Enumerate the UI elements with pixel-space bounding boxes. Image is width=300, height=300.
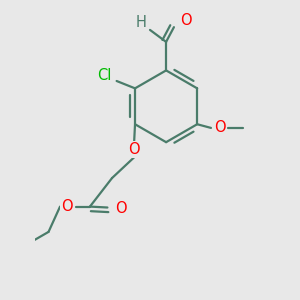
Text: O: O: [115, 201, 127, 216]
Text: O: O: [214, 120, 226, 135]
Text: O: O: [180, 13, 192, 28]
Text: O: O: [61, 199, 73, 214]
Text: O: O: [128, 142, 140, 157]
Text: H: H: [135, 15, 146, 30]
Text: Cl: Cl: [98, 68, 112, 83]
